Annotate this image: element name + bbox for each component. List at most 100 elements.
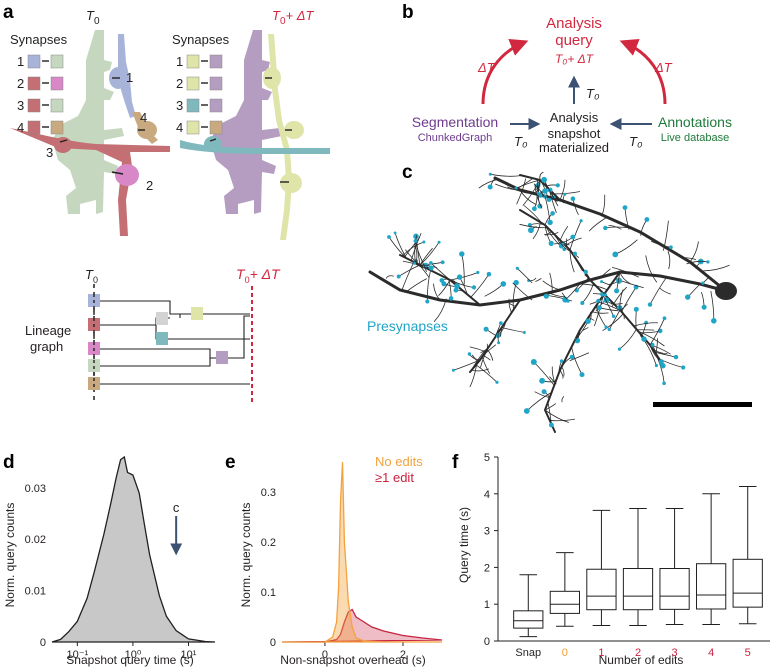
presynapse-dot [499, 321, 503, 325]
neuron-branch [543, 271, 621, 433]
presynapse-dot [429, 261, 433, 265]
panel-b: Analysis query T₀+ ΔT ΔT ΔT T₀ Segmentat… [412, 15, 732, 155]
neuron-twig [710, 290, 715, 321]
presynapse-dot [532, 206, 537, 212]
neuron-twig [469, 362, 478, 388]
e-ytick-label: 0.2 [261, 537, 276, 549]
presynapse-dot [604, 293, 607, 297]
lineage-node-purple [216, 351, 228, 364]
neuron-twig [627, 319, 635, 328]
f-xlabel: Number of edits [599, 653, 684, 667]
presynapse-dot [448, 296, 454, 301]
svg-text:1: 1 [176, 54, 183, 69]
purple-dendrite [210, 30, 282, 214]
presynapse-dot [612, 251, 619, 258]
f-ytick-label: 0 [484, 636, 490, 648]
neuron-twig [608, 309, 621, 330]
f-ylabel: Query time (s) [457, 507, 471, 583]
neuron-twig [573, 321, 589, 342]
svg-text:4: 4 [17, 120, 24, 135]
neuron-twig [481, 356, 491, 374]
lineage-node-tan [88, 377, 100, 390]
neuron-twig [601, 194, 606, 216]
neuron-twig [419, 241, 440, 266]
t0-top: T₀ [586, 86, 600, 101]
neuron-twig [480, 345, 491, 368]
d-ylabel: Norm. query counts [3, 503, 17, 608]
neuron-twig [517, 268, 533, 284]
neuron-twig [512, 282, 533, 301]
presynapse-dot [541, 176, 547, 183]
presynapse-dot [539, 377, 545, 384]
neuron-twig [598, 301, 621, 312]
neuron-twig [544, 196, 572, 205]
presynapse-dot [662, 316, 667, 321]
presynapse-dot [563, 192, 567, 196]
neuron-twig [686, 260, 708, 265]
presynapse-dot [396, 274, 401, 279]
neuron-twig [559, 239, 570, 246]
neuron-twig [638, 330, 665, 347]
presynapse-dot [441, 281, 447, 287]
presynapse-dot [440, 260, 445, 265]
neuron-twig [645, 255, 658, 283]
t0-right: T₀ [629, 134, 643, 149]
presynapse-dot [681, 365, 686, 370]
presynapse-dot [486, 271, 492, 277]
presynapse-dot [660, 363, 666, 369]
lineage-t1: T0+ ΔT [236, 266, 281, 285]
presynapse-dot [600, 280, 604, 284]
f-box-6 [732, 485, 763, 625]
snapshot-line2: snapshot [548, 126, 601, 141]
f-box-1 [549, 552, 580, 627]
neuron-t1 [180, 30, 330, 240]
presynapse-dot [500, 281, 507, 287]
neuron-twig [470, 273, 490, 298]
presynapse-dot [579, 372, 585, 378]
presynapse-dot [497, 341, 501, 345]
neuron-twig [566, 238, 571, 251]
d-ytick-label: 0.03 [25, 483, 46, 495]
presynapse-dot [549, 422, 554, 428]
neuron-twig [508, 303, 516, 307]
neuron-twig [433, 283, 441, 301]
f-box-iqr [586, 568, 617, 611]
neuron-twig [649, 318, 665, 346]
synapse-row-1: 1 [17, 54, 64, 69]
red-axon [10, 128, 170, 236]
t0-title: T0 [86, 8, 100, 27]
neuron-twig [544, 231, 559, 236]
d-ytick-label: 0.02 [25, 534, 46, 546]
neuron-twig [594, 296, 604, 327]
presynapse-dot [611, 314, 616, 318]
neuron-twig [532, 222, 541, 240]
neuron-branch [519, 209, 591, 281]
presynapse-dot [422, 240, 426, 244]
presynapse-dot [488, 172, 492, 176]
presynapse-dot [541, 389, 547, 395]
neuron-twig [577, 283, 608, 291]
neuron-twig [475, 344, 497, 364]
e-ytick-label: 0.1 [261, 587, 276, 599]
e-series-no-edits [282, 461, 442, 643]
presynapse-dot [451, 368, 455, 372]
presynapse-dot [641, 336, 647, 342]
neuron-twig [490, 173, 521, 177]
neuron-twig [655, 338, 658, 354]
segmentation-title: Segmentation [412, 114, 498, 130]
presynapse-dot [425, 299, 430, 304]
neuron-twig [507, 186, 528, 194]
neuron-twig [559, 225, 569, 241]
f-box-2 [586, 509, 617, 627]
presynapse-dot [644, 217, 650, 222]
snapshot-line3: materialized [539, 140, 609, 155]
presynapse-dot [711, 318, 717, 324]
green-dendrite [52, 30, 124, 214]
query-line2: query [555, 32, 593, 49]
lineage-label-line2: graph [30, 339, 63, 354]
neuron-twig [535, 278, 542, 282]
neuron-twig [689, 241, 699, 263]
presynapse-dot [536, 191, 540, 195]
neuron-twig [496, 327, 502, 333]
e-series-edits [281, 608, 443, 643]
